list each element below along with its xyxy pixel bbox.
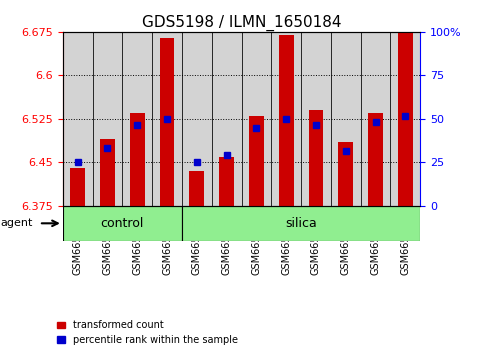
Legend: transformed count, percentile rank within the sample: transformed count, percentile rank withi… [53,316,242,349]
FancyBboxPatch shape [182,32,212,206]
Bar [279,35,294,206]
Bar [249,116,264,206]
FancyBboxPatch shape [122,32,152,206]
Text: control: control [100,217,144,230]
FancyBboxPatch shape [331,32,361,206]
Bar [63,206,182,241]
FancyBboxPatch shape [242,32,271,206]
FancyBboxPatch shape [271,32,301,206]
FancyBboxPatch shape [63,32,93,206]
Text: silica: silica [285,217,317,230]
Bar [398,32,413,206]
Bar [159,38,174,206]
Bar [130,113,145,206]
Title: GDS5198 / ILMN_1650184: GDS5198 / ILMN_1650184 [142,14,341,30]
FancyBboxPatch shape [152,32,182,206]
FancyBboxPatch shape [301,32,331,206]
FancyBboxPatch shape [212,32,242,206]
Bar [368,113,383,206]
Bar [219,156,234,206]
FancyBboxPatch shape [361,32,390,206]
Text: agent: agent [0,218,33,228]
Bar [309,110,324,206]
Bar [338,142,353,206]
Bar [70,168,85,206]
Bar [189,171,204,206]
FancyBboxPatch shape [390,32,420,206]
Bar [182,206,420,241]
FancyBboxPatch shape [93,32,122,206]
Bar [100,139,115,206]
